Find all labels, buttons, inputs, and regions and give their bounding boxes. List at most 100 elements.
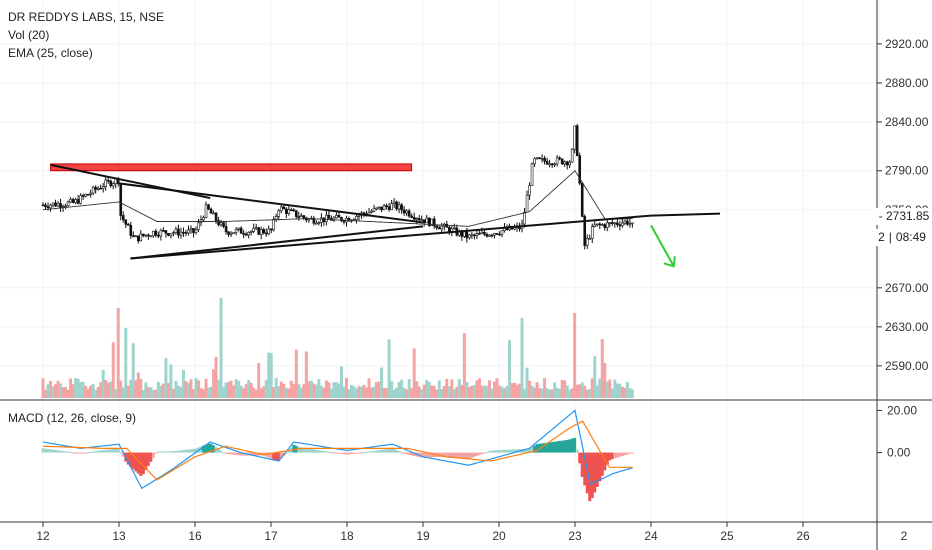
macd-histogram-bar <box>284 452 288 454</box>
macd-histogram-bar <box>377 450 381 453</box>
volume-bar <box>134 380 138 398</box>
candle-body <box>41 204 45 207</box>
volume-bar <box>51 386 55 398</box>
time-axis-ticks[interactable]: 12 13 16 17 18 19 20 23 24 25 26 <box>36 522 810 543</box>
volume-bar <box>124 328 128 398</box>
macd-histogram-bar <box>432 452 436 458</box>
macd-histogram-bar <box>307 448 311 453</box>
volume-bar <box>344 378 348 398</box>
candle-body <box>277 210 281 217</box>
candle-body <box>332 217 336 221</box>
macd-histogram-bar <box>64 451 68 453</box>
legend-macd[interactable]: MACD (12, 26, close, 9) <box>8 411 137 425</box>
legend-ema[interactable]: EMA (25, close) <box>8 46 93 60</box>
volume-bar <box>71 384 75 398</box>
macd-histogram-bar <box>550 442 554 453</box>
candle-body <box>142 233 145 237</box>
macd-histogram-bar <box>370 451 374 453</box>
volume-bar <box>121 387 125 398</box>
macd-axis-ticks[interactable]: 20.00 0.00 <box>877 403 917 460</box>
volume-bar <box>625 382 629 398</box>
macd-histogram-bar <box>252 452 256 456</box>
macd-tick-label: 0.00 <box>887 446 911 460</box>
candle-body <box>555 157 559 165</box>
macd-histogram-bar <box>457 452 461 459</box>
macd-histogram-bar <box>106 449 110 453</box>
legend-volume[interactable]: Vol (20) <box>8 28 50 42</box>
volume-bar <box>181 369 185 398</box>
volume-bar <box>151 389 155 398</box>
candle-body <box>54 202 57 207</box>
macd-histogram-bar <box>380 449 384 453</box>
volume-bar <box>166 383 170 398</box>
trendline-extension <box>650 212 721 217</box>
candle-body <box>99 187 102 190</box>
volume-bar <box>427 381 431 398</box>
volume-bar <box>538 388 542 398</box>
macd-histogram-bar <box>492 450 496 453</box>
volume-bar <box>292 383 296 398</box>
volume-bar <box>224 382 228 398</box>
candle-body <box>355 216 358 220</box>
candle-body <box>69 199 72 203</box>
volume-bar <box>565 385 569 398</box>
volume-bar <box>500 386 504 398</box>
volume-bar <box>593 356 597 398</box>
candle-body <box>292 209 296 212</box>
macd-histogram-bar <box>94 451 98 453</box>
macd-histogram-bar <box>608 452 612 461</box>
volume-bar <box>608 379 612 398</box>
legend-symbol[interactable]: DR REDDYS LABS, 15, NSE <box>8 10 165 24</box>
candle-body <box>588 238 592 240</box>
volume-bar <box>595 385 599 398</box>
trendline <box>130 225 424 260</box>
macd-histogram-bar <box>272 452 276 460</box>
macd-histogram-bar <box>269 452 273 459</box>
time-tick-label: 25 <box>720 529 734 543</box>
drawing-tools[interactable] <box>50 163 721 268</box>
candle-body <box>282 206 286 210</box>
candle-body <box>126 223 130 226</box>
candle-body <box>154 230 158 236</box>
candle-body <box>207 204 210 210</box>
macd-histogram-bar <box>410 452 414 456</box>
candle-body <box>530 163 534 186</box>
macd-histogram-bar <box>400 452 404 454</box>
time-tick-label: 20 <box>492 529 506 543</box>
volume-bar <box>502 388 506 398</box>
volume-bar <box>623 387 627 398</box>
candle-body <box>362 212 366 215</box>
candle-body <box>91 187 95 194</box>
time-tick-label: 16 <box>188 529 202 543</box>
volume-bar <box>257 363 261 398</box>
volume-bar <box>543 378 547 398</box>
volume-bar <box>415 381 419 398</box>
macd-histogram-bar <box>237 452 241 456</box>
price-tick-label: 2840.00 <box>885 115 929 129</box>
candle-body <box>76 199 80 204</box>
candle-body <box>420 219 424 221</box>
volume-bar <box>254 389 258 398</box>
candle-body <box>600 224 604 226</box>
volume-bar <box>169 364 173 398</box>
candle-body <box>44 204 47 208</box>
time-tick-label: 26 <box>796 529 810 543</box>
macd-histogram-bar <box>104 449 108 453</box>
candle-body <box>169 233 173 236</box>
macd-histogram-bar <box>477 452 481 455</box>
macd-histogram-bar <box>347 452 351 455</box>
candle-body <box>342 220 346 223</box>
macd-histogram-bar <box>74 452 78 454</box>
volume-bar <box>59 383 63 398</box>
volume-bar <box>445 378 449 398</box>
macd-histogram-bar <box>505 449 509 453</box>
volume-bar <box>149 387 153 398</box>
candle-body <box>307 218 311 221</box>
price-axis-ticks[interactable]: 2590.002630.002670.002750.002790.002840.… <box>877 37 929 373</box>
candle-body <box>463 231 466 237</box>
candle-body <box>593 224 597 227</box>
candle-body <box>254 227 258 230</box>
candle-body <box>119 183 123 216</box>
time-tick-label: 18 <box>340 529 354 543</box>
